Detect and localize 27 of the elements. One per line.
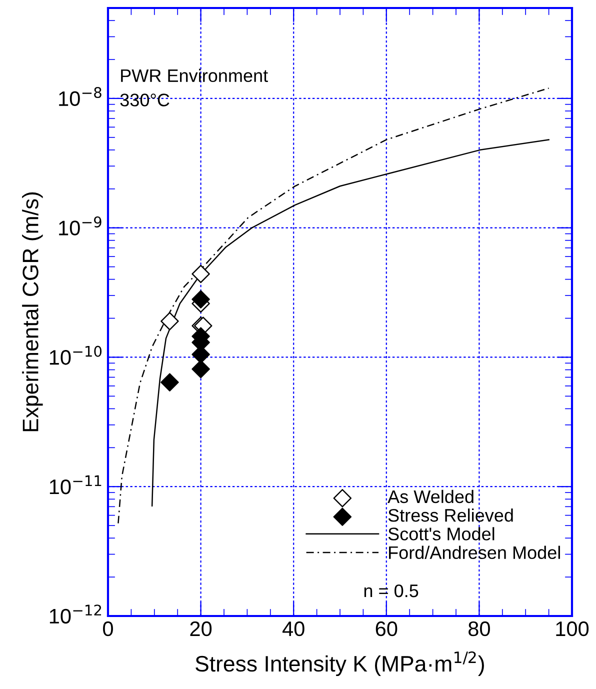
y-axis-title: Experimental CGR (m/s) [22,192,43,432]
point [192,264,210,284]
y-tick-label: 10$^{−12}$ [50,604,102,624]
annotation: 330°C [120,94,170,106]
annotation: n = 0.5 [364,584,418,598]
point [160,312,179,330]
legend-label: Ford/Andresen Model [389,546,560,560]
x-tick-label: 20 [190,621,212,636]
point [192,360,210,378]
x-tick-label: 60 [376,621,398,636]
point [192,290,210,308]
y-tick-label: 10$^{−10}$ [50,346,102,365]
legend-label: Scott's Model [388,527,494,540]
x-tick-label: 100 [556,621,589,636]
x-tick-label: 0 [103,621,113,636]
point [160,373,179,392]
annotation: PWR Environment [121,68,268,82]
y-tick-label: 10$^{−11}$ [50,475,102,494]
y-tick-label: 10$^{−9}$ [59,216,102,236]
legend-label: As Welded [388,490,474,504]
x-axis-title: Stress Intensity K (MPa·m$^{1/2}$) [196,651,484,676]
x-tick-label: 40 [282,621,304,636]
line-series [151,139,550,506]
line-series [118,88,550,524]
legend-label: Stress Relieved [388,508,513,522]
y-tick-label: 10$^{−8}$ [59,87,102,106]
x-tick-label: 80 [468,621,490,636]
